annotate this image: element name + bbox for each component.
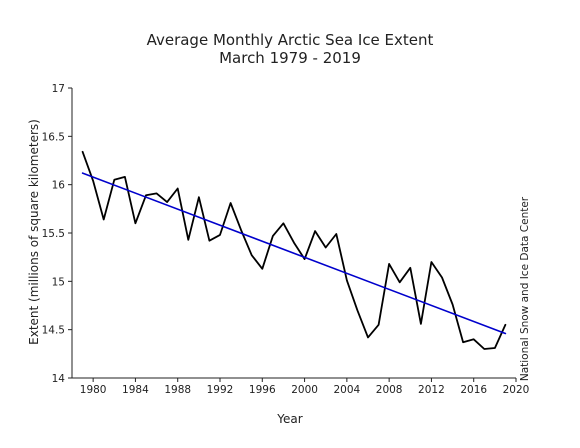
y-axis-label: Extent (millions of square kilometers) (27, 119, 41, 345)
y-tick-label: 15 (52, 276, 65, 288)
y-tick-label: 14.5 (42, 325, 65, 337)
extent-series-line (81, 150, 507, 350)
y-tick-label: 16 (52, 180, 66, 192)
credit-text: National Snow and Ice Data Center (519, 196, 531, 381)
x-tick-label: 1996 (249, 384, 276, 396)
x-axis-label: Year (276, 412, 302, 426)
x-tick-label: 1992 (207, 384, 234, 396)
x-tick-label: 2020 (503, 384, 530, 396)
x-tick-label: 2016 (460, 384, 487, 396)
x-tick-label: 1984 (122, 384, 149, 396)
x-tick-label: 2008 (376, 384, 403, 396)
y-tick-label: 16.5 (42, 131, 65, 143)
chart-title: Average Monthly Arctic Sea Ice Extent (147, 31, 434, 49)
trend-line (81, 172, 507, 335)
y-tick-label: 15.5 (42, 228, 65, 240)
x-tick-label: 1988 (164, 384, 191, 396)
x-tick-label: 2004 (333, 384, 360, 396)
y-tick-label: 17 (52, 83, 65, 95)
x-tick-label: 1980 (80, 384, 107, 396)
y-tick-label: 14 (52, 373, 66, 385)
plot-area: 1980 1984 1988 1992 1996 2000 2004 2008 2012 2016… (42, 83, 530, 396)
x-tick-label: 2012 (418, 384, 445, 396)
x-tick-label: 2000 (291, 384, 318, 396)
chart-subtitle: March 1979 - 2019 (219, 49, 361, 67)
